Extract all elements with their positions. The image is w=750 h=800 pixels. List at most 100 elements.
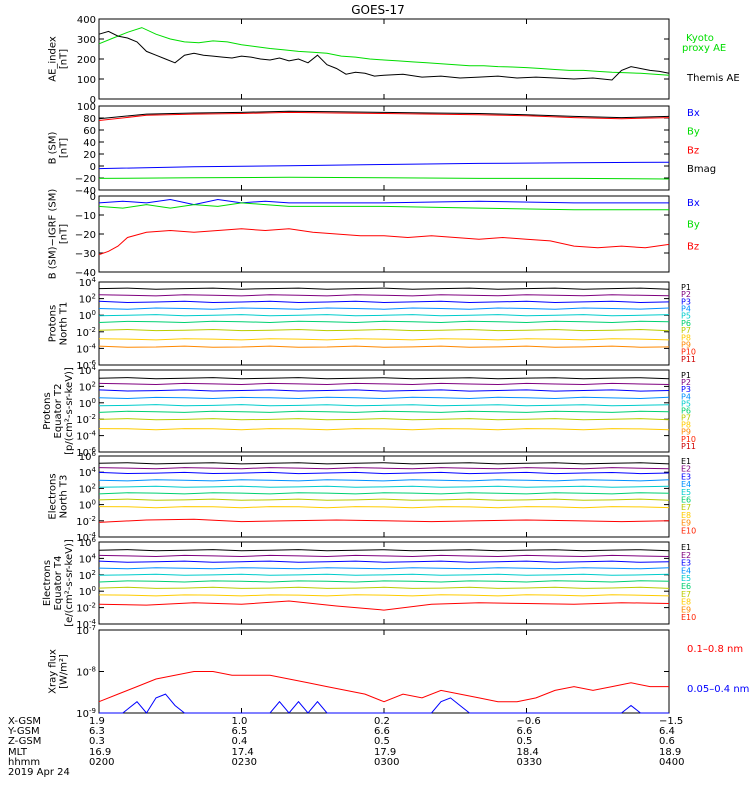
series-level-3 bbox=[98, 471, 670, 475]
legend-entry: E7 bbox=[681, 503, 691, 512]
ephemeris-value: 6.5 bbox=[232, 726, 248, 737]
legend-entry: E7 bbox=[681, 590, 691, 599]
y-tick-label: 102 bbox=[79, 569, 96, 582]
legend-entry: E2 bbox=[681, 551, 691, 560]
legend-entry: Bmag bbox=[687, 164, 716, 175]
ephemeris-value: 17.4 bbox=[232, 747, 254, 758]
y-tick-label: 0 bbox=[90, 192, 96, 203]
y-tick-label: 10-9 bbox=[76, 707, 96, 720]
y-tick-label: −20 bbox=[75, 230, 96, 241]
legend-entry: P7 bbox=[681, 326, 691, 335]
y-tick-label: 100 bbox=[79, 397, 96, 410]
series-level-2 bbox=[98, 294, 670, 297]
panel-protons-t2: 104 102 100 10-2 10-4 10-6 Protons Equator T2 [p… bbox=[42, 364, 696, 459]
ephemeris-value: 0.6 bbox=[659, 736, 675, 747]
legend-entry: P2 bbox=[681, 378, 691, 387]
panel-frame bbox=[98, 541, 670, 625]
panel-b-igrf: 0 −10 −20 −30 −40 B (SM)−IGRF (SM) [nT] Bx By Bz bbox=[48, 189, 700, 280]
y-tick-label: 10-4 bbox=[76, 342, 96, 355]
legend-entry: P6 bbox=[681, 406, 691, 415]
y-axis-label: Xray flux bbox=[48, 649, 59, 694]
series-level-2 bbox=[98, 554, 670, 558]
legend-entry: E1 bbox=[681, 543, 691, 552]
legend-entry: Kyoto bbox=[686, 33, 714, 44]
ephemeris-value: 18.9 bbox=[659, 747, 681, 758]
y-axis-label: [p/(cm²-s-sr-keV)] bbox=[64, 367, 75, 455]
y-axis-label: North T3 bbox=[59, 475, 70, 519]
ephemeris-row-label: 2019 Apr 24 bbox=[8, 767, 70, 778]
y-tick-label: 10-8 bbox=[76, 666, 96, 679]
legend-entry: By bbox=[687, 220, 700, 231]
y-tick-label: 100 bbox=[77, 102, 96, 113]
series-level-1 bbox=[98, 549, 670, 552]
legend-entry: P6 bbox=[681, 319, 691, 328]
ephemeris-value: 17.9 bbox=[374, 747, 396, 758]
legend-entry: Bz bbox=[687, 145, 699, 156]
series-level-3 bbox=[98, 389, 670, 392]
series-red bbox=[98, 600, 670, 611]
series-level-5 bbox=[98, 573, 670, 576]
ephemeris-value: −0.6 bbox=[517, 716, 541, 727]
ephemeris-value: 16.9 bbox=[89, 747, 111, 758]
y-tick-label: 10-2 bbox=[76, 413, 96, 426]
y-tick-label: −30 bbox=[75, 249, 96, 260]
y-tick-label: 10-4 bbox=[76, 430, 96, 443]
series-level-6 bbox=[98, 580, 670, 583]
series-level-8 bbox=[98, 428, 670, 431]
series-0-1-0-8-nm bbox=[98, 671, 669, 703]
y-tick-label: 40 bbox=[83, 138, 96, 149]
ephemeris-value: 0.4 bbox=[232, 736, 248, 747]
legend-entry: E5 bbox=[681, 488, 691, 497]
series-level-8 bbox=[98, 506, 670, 509]
legend-entry: E1 bbox=[681, 457, 691, 466]
figure-title: GOES-17 bbox=[351, 3, 405, 17]
legend-entry: E4 bbox=[681, 480, 691, 489]
legend-entry: E10 bbox=[681, 526, 696, 535]
ephemeris-value: −1.5 bbox=[659, 716, 683, 727]
legend-entry: P2 bbox=[681, 290, 691, 299]
ephemeris-value: 6.3 bbox=[89, 726, 105, 737]
legend-entry: P11 bbox=[681, 355, 696, 364]
legend-entry: P8 bbox=[681, 421, 691, 430]
ephemeris-row-label: Z-GSM bbox=[8, 736, 41, 747]
y-axis-label: Equator T2 bbox=[53, 384, 64, 439]
legend-entry: P9 bbox=[681, 428, 691, 437]
legend-entry: Themis AE bbox=[686, 73, 740, 84]
ephemeris-value: 0200 bbox=[89, 757, 114, 768]
legend-entry: E6 bbox=[681, 496, 691, 505]
ephemeris-value: 0400 bbox=[659, 757, 684, 768]
series-level-2 bbox=[98, 467, 670, 470]
legend-entry: P5 bbox=[681, 399, 691, 408]
legend-entry: P8 bbox=[681, 333, 691, 342]
series-bmag bbox=[98, 110, 670, 120]
series-level-1 bbox=[98, 377, 670, 380]
y-tick-label: 100 bbox=[79, 585, 96, 598]
series-level-7 bbox=[98, 328, 670, 332]
series-level-8 bbox=[98, 338, 670, 341]
y-axis-label: AE_index bbox=[48, 36, 59, 82]
legend-entry: E8 bbox=[681, 598, 691, 607]
ephemeris-value: 1.9 bbox=[89, 716, 105, 727]
legend-entry: P5 bbox=[681, 312, 691, 321]
legend-entry: E5 bbox=[681, 574, 691, 583]
legend-entry: E10 bbox=[681, 613, 696, 622]
y-tick-label: 10-2 bbox=[76, 326, 96, 339]
series-level-4 bbox=[98, 567, 670, 570]
panel-protons-t1: 104 102 100 10-2 10-4 10-6 Protons North T1 P1P2… bbox=[48, 276, 697, 372]
y-axis-label: Protons bbox=[48, 305, 59, 342]
y-axis-label: [W/m²] bbox=[59, 654, 70, 689]
legend-entry: P10 bbox=[681, 348, 696, 357]
y-tick-label: 102 bbox=[79, 482, 96, 495]
series-level-7 bbox=[98, 418, 670, 421]
y-tick-label: 104 bbox=[79, 552, 97, 565]
panel-frame bbox=[98, 629, 670, 714]
y-tick-label: 104 bbox=[79, 276, 97, 289]
ephemeris-row-label: Y-GSM bbox=[7, 726, 40, 737]
y-tick-label: 200 bbox=[77, 55, 96, 66]
y-axis-label: [nT] bbox=[59, 49, 70, 69]
series-level-1 bbox=[98, 287, 670, 290]
y-axis-label: North T1 bbox=[59, 302, 70, 346]
